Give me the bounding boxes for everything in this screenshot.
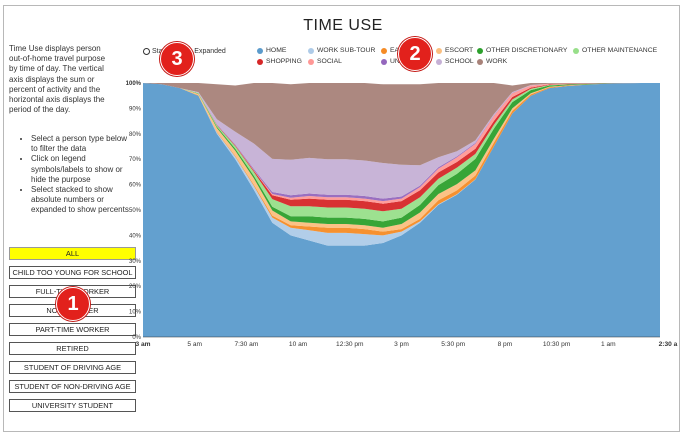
legend-dot-icon[interactable] <box>436 47 442 54</box>
legend-item-work-sub-tour[interactable]: WORK SUB-TOUR <box>308 47 375 54</box>
expanded-label[interactable]: Expanded <box>194 48 226 55</box>
legend-dot-icon[interactable] <box>477 47 483 54</box>
description-text: Time Use displays person out-of-home tra… <box>9 44 106 115</box>
person-button-student-non-driving-age[interactable]: STUDENT OF NON-DRIVING AGE <box>9 380 136 393</box>
legend-dot-icon[interactable] <box>381 58 387 65</box>
y-tick-label: 30% <box>129 259 142 265</box>
legend-dot-icon[interactable] <box>308 47 314 54</box>
legend-label[interactable]: SCHOOL <box>445 58 474 65</box>
person-button-part-time-worker[interactable]: PART-TIME WORKER <box>9 323 136 336</box>
y-tick-label: 100% <box>126 81 142 87</box>
legend-item-escort[interactable]: ESCORT <box>436 47 473 54</box>
legend-dot-icon[interactable] <box>308 58 314 65</box>
x-tick-label: 5 am <box>187 341 202 348</box>
legend-item-work[interactable]: WORK <box>477 58 507 65</box>
legend-label[interactable]: SOCIAL <box>317 58 342 65</box>
instructions-list: Select a person type below to filter the… <box>9 134 134 216</box>
area-home[interactable] <box>143 83 660 337</box>
legend-dot-icon[interactable] <box>257 58 263 65</box>
person-button-retired[interactable]: RETIRED <box>9 342 136 355</box>
legend-item-other-discretionary[interactable]: OTHER DISCRETIONARY <box>477 47 567 54</box>
y-tick-label: 80% <box>129 132 142 138</box>
legend-item-social[interactable]: SOCIAL <box>308 58 342 65</box>
legend-label[interactable]: SHOPPING <box>266 58 302 65</box>
callout-badge-3: 3 <box>160 42 194 76</box>
person-button-child-too-young[interactable]: CHILD TOO YOUNG FOR SCHOOL <box>9 266 136 279</box>
person-button-all[interactable]: ALL <box>9 247 136 260</box>
callout-badge-2: 2 <box>398 37 432 71</box>
legend-dot-icon[interactable] <box>477 58 483 65</box>
legend-dot-icon[interactable] <box>573 47 579 54</box>
legend-item-other-maintenance[interactable]: OTHER MAINTENANCE <box>573 47 657 54</box>
x-tick-label: 3 am <box>135 341 150 348</box>
legend-dot-icon[interactable] <box>436 58 442 65</box>
x-tick-label: 7:30 am <box>234 341 258 348</box>
instruction-item: Select a person type below to filter the… <box>31 134 134 154</box>
legend-label[interactable]: HOME <box>266 47 287 54</box>
y-tick-label: 40% <box>129 233 142 239</box>
area-work[interactable] <box>143 83 660 166</box>
instruction-item: Click on legend symbols/labels to show o… <box>31 154 134 185</box>
legend-label[interactable]: WORK SUB-TOUR <box>317 47 376 54</box>
page-title: TIME USE <box>303 17 383 34</box>
person-button-university-student[interactable]: UNIVERSITY STUDENT <box>9 399 136 412</box>
legend-label[interactable]: OTHER MAINTENANCE <box>582 47 658 54</box>
x-tick-label: 5:30 pm <box>441 341 465 348</box>
y-tick-label: 90% <box>129 106 142 112</box>
y-tick-label: 70% <box>129 157 142 163</box>
legend-label[interactable]: WORK <box>486 58 508 65</box>
x-tick-label: 12:30 pm <box>336 341 364 348</box>
x-tick-label: 10:30 pm <box>543 341 571 348</box>
callout-badge-1: 1 <box>56 287 90 321</box>
legend-label[interactable]: ESCORT <box>445 47 474 54</box>
area-school[interactable] <box>143 83 660 199</box>
y-tick-label: 10% <box>129 310 142 316</box>
x-tick-label: 10 am <box>289 341 308 348</box>
instruction-item: Select stacked to show absolute numbers … <box>31 185 134 216</box>
legend-item-home[interactable]: HOME <box>257 47 286 54</box>
x-tick-label: 8 pm <box>498 341 513 348</box>
x-tick-label: 2:30 a <box>659 341 678 348</box>
stacked-radio[interactable] <box>143 48 150 55</box>
legend-item-shopping[interactable]: SHOPPING <box>257 58 302 65</box>
legend-dot-icon[interactable] <box>257 47 263 54</box>
y-tick-label: 0% <box>132 335 141 341</box>
y-tick-label: 20% <box>129 284 142 290</box>
y-tick-label: 50% <box>129 208 142 214</box>
y-tick-label: 60% <box>129 183 142 189</box>
legend-item-school[interactable]: SCHOOL <box>436 58 474 65</box>
x-tick-label: 1 am <box>601 341 616 348</box>
legend-dot-icon[interactable] <box>381 47 387 54</box>
x-tick-label: 3 pm <box>394 341 409 348</box>
legend-label[interactable]: OTHER DISCRETIONARY <box>486 47 568 54</box>
person-button-student-driving-age[interactable]: STUDENT OF DRIVING AGE <box>9 361 136 374</box>
